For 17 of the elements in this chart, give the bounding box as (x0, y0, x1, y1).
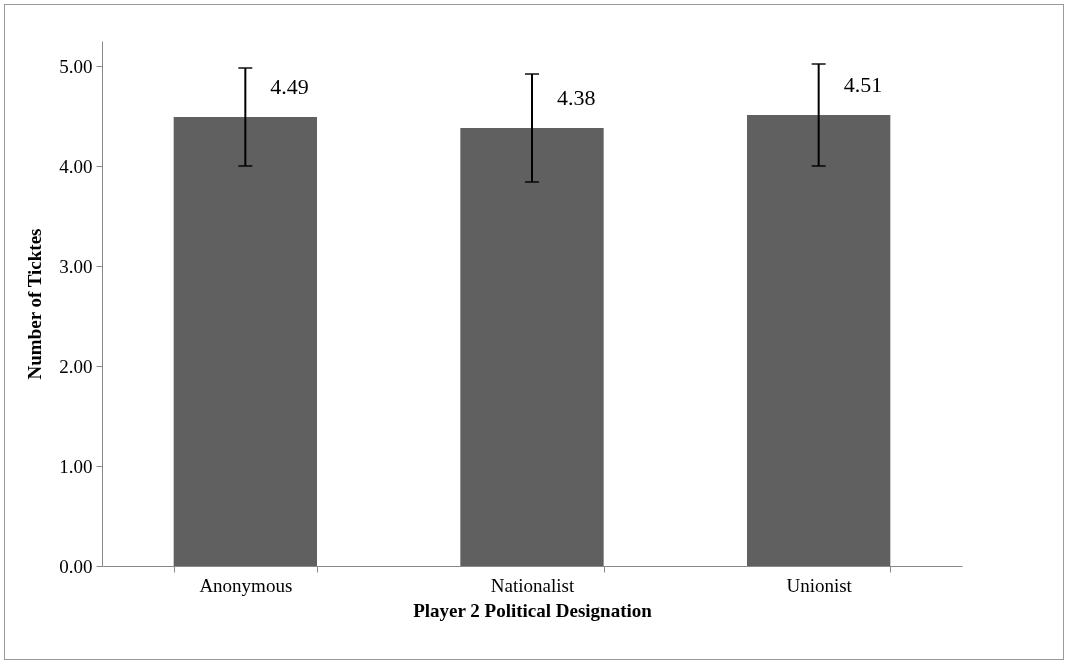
y-tick-label: 3.00 (59, 255, 93, 277)
data-label: 4.38 (557, 85, 596, 110)
bar (173, 117, 317, 566)
data-label: 4.49 (270, 74, 309, 99)
data-label: 4.51 (843, 72, 883, 97)
y-tick-label: 1.00 (59, 455, 93, 477)
x-tick-label: Nationalist (490, 574, 575, 596)
y-tick-label: 5.00 (59, 55, 93, 77)
x-tick-label: Unionist (786, 574, 853, 596)
bar (460, 128, 604, 566)
x-tick-label: Anonymous (199, 574, 293, 596)
bar (747, 115, 891, 566)
y-axis-title: Number of Ticktes (24, 228, 46, 380)
y-tick-label: 2.00 (59, 355, 93, 377)
x-axis-title: Player 2 Political Designation (413, 599, 653, 621)
y-tick-label: 0.00 (59, 555, 93, 577)
y-tick-label: 4.00 (59, 155, 93, 177)
